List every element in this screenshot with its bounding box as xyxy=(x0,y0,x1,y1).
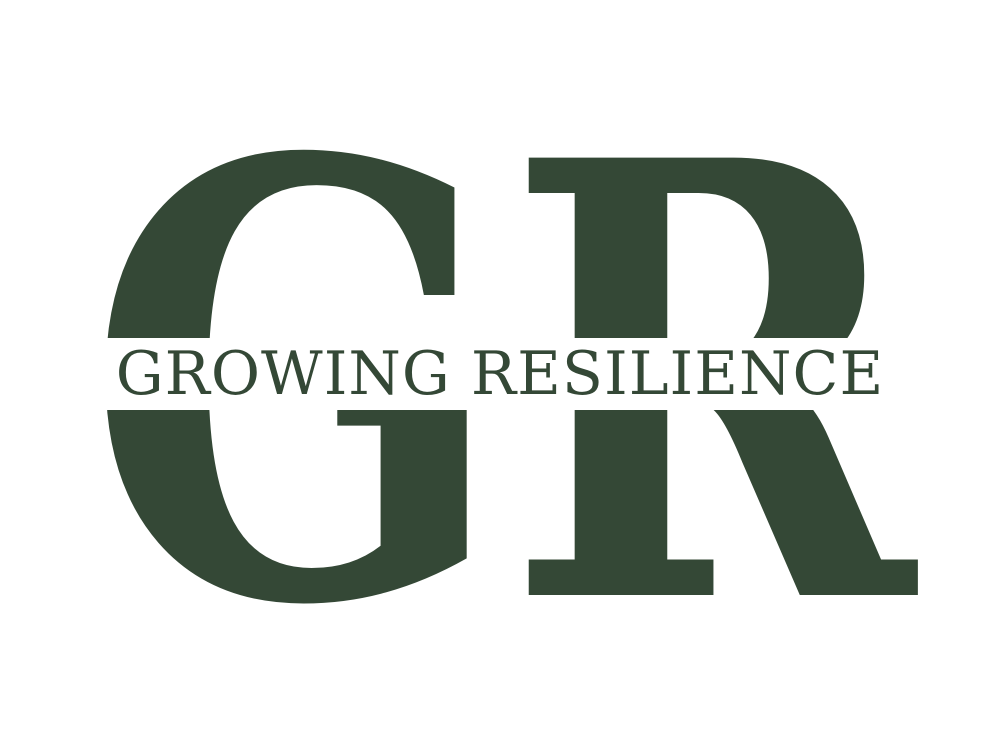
logo-wordmark: GROWING RESILIENCE xyxy=(115,339,885,409)
wordmark-band xyxy=(82,338,918,410)
